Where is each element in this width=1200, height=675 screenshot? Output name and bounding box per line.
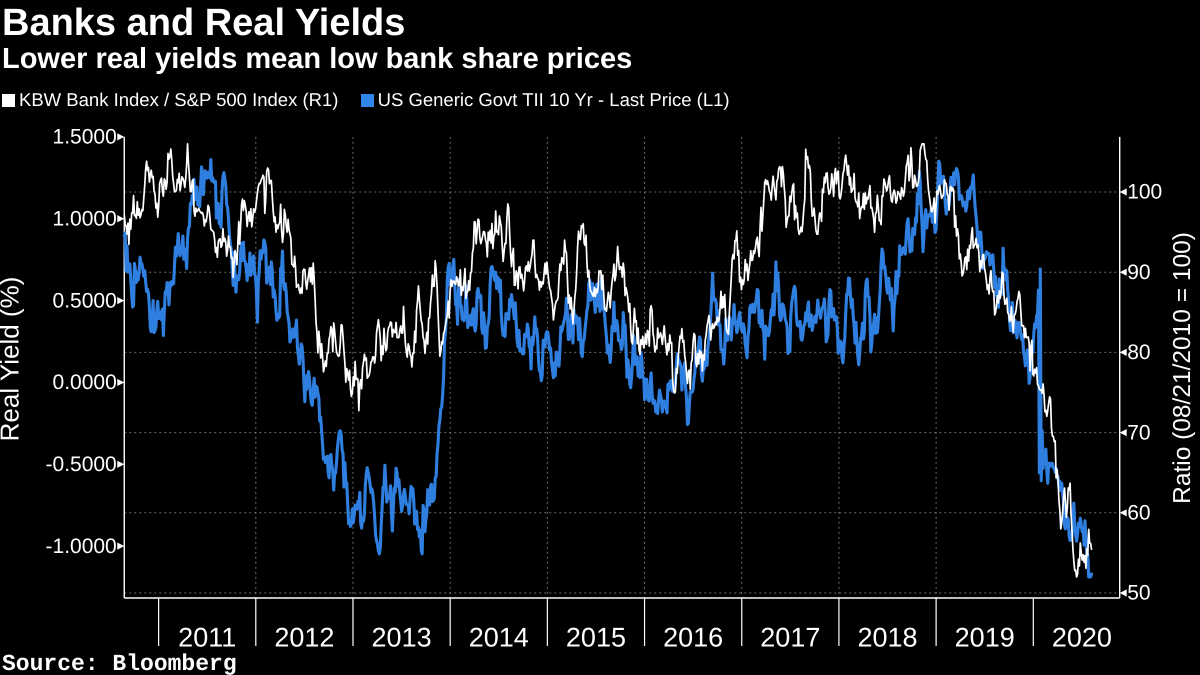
svg-text:80: 80: [1127, 341, 1150, 364]
svg-text:2019: 2019: [955, 623, 1015, 653]
svg-text:0.0000: 0.0000: [53, 371, 117, 394]
svg-text:90: 90: [1127, 261, 1150, 284]
svg-text:0.5000: 0.5000: [53, 289, 117, 312]
svg-text:2015: 2015: [566, 623, 626, 653]
svg-text:2014: 2014: [469, 623, 529, 653]
svg-text:2017: 2017: [760, 623, 820, 653]
svg-text:1.0000: 1.0000: [53, 207, 117, 230]
svg-text:-0.5000: -0.5000: [46, 453, 117, 476]
svg-text:2013: 2013: [372, 623, 432, 653]
svg-text:2016: 2016: [663, 623, 723, 653]
svg-text:50: 50: [1127, 582, 1150, 605]
svg-text:2018: 2018: [857, 623, 917, 653]
svg-text:1.5000: 1.5000: [53, 126, 117, 149]
svg-text:2012: 2012: [274, 623, 334, 653]
svg-text:60: 60: [1127, 502, 1150, 525]
svg-text:2011: 2011: [178, 623, 236, 653]
svg-text:-1.0000: -1.0000: [46, 535, 117, 558]
svg-text:2020: 2020: [1052, 623, 1112, 653]
svg-text:100: 100: [1127, 181, 1162, 204]
svg-text:70: 70: [1127, 421, 1150, 444]
